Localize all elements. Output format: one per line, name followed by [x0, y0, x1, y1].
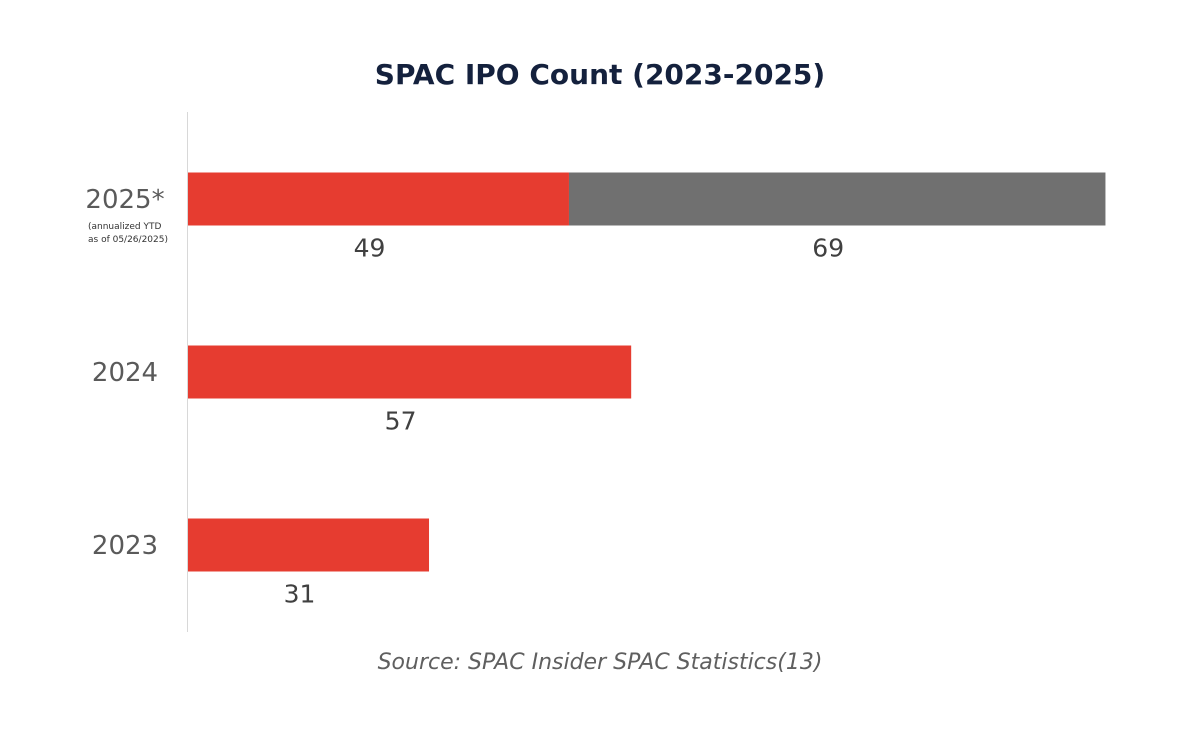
category-label: 2024	[92, 358, 158, 388]
data-label: 69	[812, 234, 844, 263]
bar-segment	[568, 172, 1106, 226]
source-note: Source: SPAC Insider SPAC Statistics(13)	[377, 650, 823, 675]
data-label: 49	[354, 234, 386, 263]
category-note-line-1: (annualized YTD	[88, 222, 161, 232]
category-label: 2023	[92, 531, 158, 561]
chart-title: SPAC IPO Count (2023-2025)	[374, 58, 826, 91]
category-label: 2025*	[85, 185, 164, 215]
data-label: 57	[385, 407, 417, 436]
data-label: 31	[284, 580, 316, 609]
category-note-line-2: as of 05/26/2025)	[88, 235, 168, 245]
bar-segment	[188, 518, 430, 572]
bar-segment	[188, 172, 569, 226]
bar-segment	[188, 345, 632, 399]
